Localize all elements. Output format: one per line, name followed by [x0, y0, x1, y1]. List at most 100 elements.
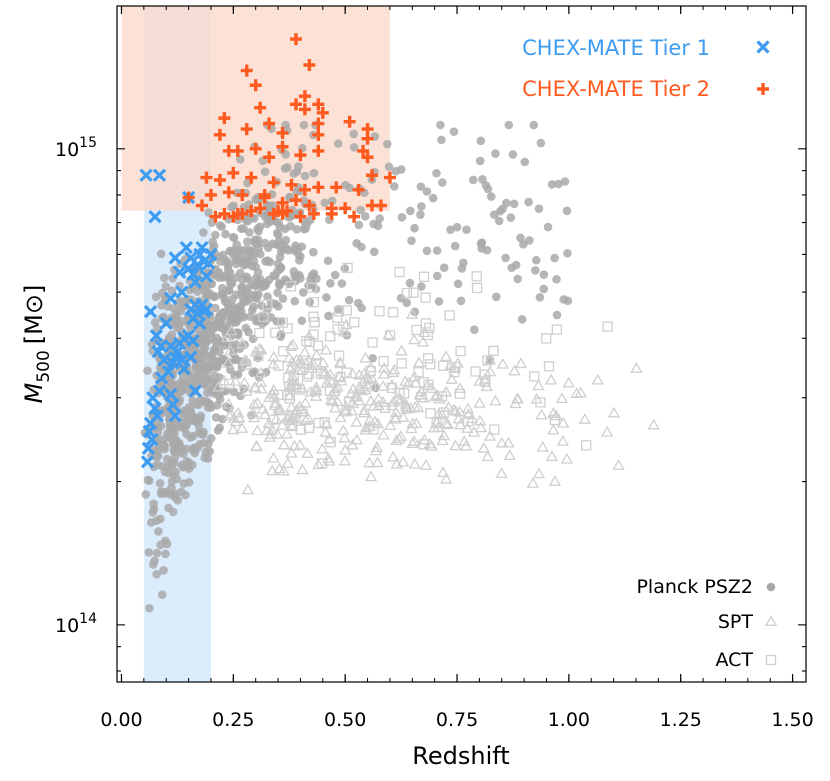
- planck-point: [210, 303, 220, 313]
- spt-point: [281, 457, 294, 468]
- tier2-point: [245, 171, 258, 184]
- x-tick-label: 1.25: [660, 709, 702, 731]
- spt-point: [439, 472, 453, 484]
- planck-point: [239, 312, 249, 322]
- planck-point: [275, 264, 285, 274]
- tier2-point: [312, 144, 325, 157]
- tier1-point: [168, 251, 182, 265]
- spt-point: [334, 411, 347, 423]
- act-point: [303, 368, 314, 380]
- act-point: [378, 356, 389, 367]
- spt-point: [630, 362, 643, 373]
- tier2-point: [348, 210, 361, 223]
- spt-point: [302, 329, 316, 341]
- spt-point: [389, 406, 403, 417]
- planck-point: [182, 380, 191, 389]
- spt-point: [306, 356, 319, 368]
- tier2-point: [267, 176, 280, 189]
- planck-point: [161, 549, 170, 559]
- planck-point: [221, 229, 230, 239]
- tier2-point: [249, 142, 262, 155]
- tier2-point: [312, 181, 325, 194]
- planck-point: [354, 220, 364, 230]
- spt-point: [495, 467, 508, 479]
- planck-point: [506, 213, 516, 223]
- planck-point: [260, 238, 270, 248]
- planck-point: [144, 548, 154, 557]
- planck-point: [417, 282, 426, 291]
- planck-point: [206, 434, 216, 443]
- planck-point: [453, 279, 463, 289]
- planck-point: [268, 239, 278, 249]
- legend-act-label: ACT: [715, 649, 753, 671]
- spt-point: [231, 406, 245, 418]
- planck-point: [167, 490, 176, 500]
- y-axis-label: M500 [M⊙]: [20, 285, 54, 404]
- tier2-point: [294, 149, 307, 162]
- spt-point: [530, 392, 543, 404]
- planck-point: [154, 527, 163, 536]
- act-point: [254, 327, 265, 339]
- spt-point: [370, 441, 383, 452]
- tier2-point: [366, 169, 379, 182]
- planck-point: [535, 292, 545, 302]
- act-point: [398, 388, 410, 399]
- spt-point: [544, 373, 558, 385]
- planck-point: [375, 214, 384, 223]
- planck-point: [357, 242, 366, 252]
- planck-point: [155, 478, 165, 488]
- tier2-point: [276, 207, 289, 220]
- tier2-point: [276, 126, 289, 139]
- act-point: [309, 317, 320, 328]
- spt-point: [340, 318, 353, 330]
- act-point: [308, 311, 319, 322]
- tier2-point: [361, 123, 374, 136]
- spt-point: [377, 428, 390, 440]
- planck-point: [361, 212, 370, 221]
- legend-tier1-label: CHEX-MATE Tier 1: [522, 36, 710, 60]
- tier1-point: [173, 265, 187, 280]
- spt-point: [271, 428, 284, 439]
- planck-point: [483, 184, 493, 194]
- planck-point: [296, 252, 305, 261]
- planck-point: [235, 268, 245, 278]
- spt-point: [250, 440, 263, 452]
- tier1-point: [148, 210, 162, 224]
- planck-point: [209, 345, 219, 355]
- planck-point: [253, 268, 263, 277]
- spt-point: [367, 399, 380, 411]
- planck-point: [215, 423, 225, 433]
- spt-point: [310, 381, 323, 392]
- tier2-point: [298, 183, 311, 196]
- planck-point: [290, 296, 300, 306]
- planck-point: [397, 212, 407, 222]
- spt-point: [235, 422, 249, 433]
- spt-point: [591, 373, 604, 385]
- planck-point: [156, 249, 166, 259]
- act-point: [349, 317, 360, 328]
- planck-point: [508, 150, 518, 159]
- spt-point: [371, 456, 384, 468]
- planck-point: [210, 271, 219, 280]
- planck-point: [161, 282, 171, 291]
- planck-point: [323, 256, 333, 266]
- planck-point: [243, 237, 252, 246]
- tier1-point: [199, 269, 214, 283]
- spt-point: [495, 436, 508, 448]
- planck-point: [513, 274, 522, 284]
- spt-point: [389, 412, 402, 424]
- spt-point: [267, 391, 281, 403]
- spt-point: [496, 357, 510, 369]
- spt-point: [272, 404, 285, 416]
- act-point: [253, 350, 264, 362]
- spt-point: [238, 376, 251, 388]
- planck-point: [475, 156, 485, 166]
- act-point: [418, 271, 430, 282]
- spt-point: [346, 367, 359, 379]
- act-point: [262, 299, 273, 310]
- tier2-point: [240, 123, 253, 136]
- tier2-point: [258, 188, 271, 201]
- planck-point: [169, 445, 179, 455]
- act-point: [258, 311, 269, 323]
- planck-point: [507, 263, 517, 273]
